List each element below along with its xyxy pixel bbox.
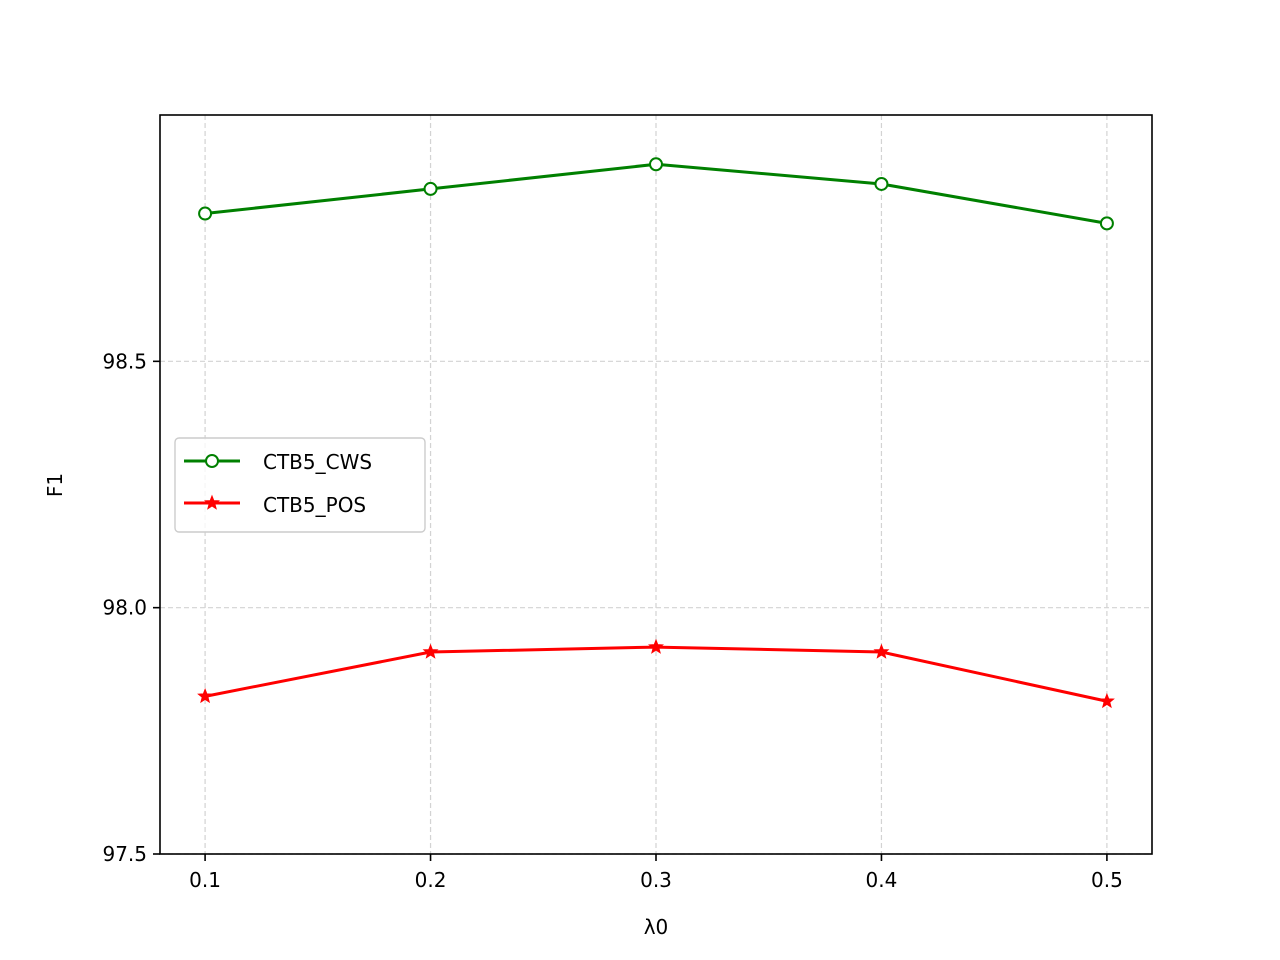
x-axis-label: λ0	[644, 915, 669, 939]
y-axis: 97.5 98.0 98.5	[102, 349, 160, 866]
y-tick-label: 97.5	[102, 842, 147, 866]
data-point	[1099, 216, 1114, 231]
data-point	[874, 176, 889, 191]
data-point	[649, 157, 663, 172]
legend-marker-cws	[205, 454, 219, 468]
legend: CTB5_CWS CTB5_POS	[174, 437, 426, 533]
data-point	[873, 643, 890, 659]
x-tick-label: 0.1	[189, 868, 221, 892]
y-axis-label: F1	[43, 473, 67, 497]
x-tick-label: 0.4	[866, 868, 898, 892]
x-tick-label: 0.5	[1091, 868, 1123, 892]
legend-label-pos: CTB5_POS	[263, 493, 366, 517]
data-point	[197, 687, 214, 704]
data-point	[422, 643, 439, 659]
y-tick-label: 98.5	[102, 349, 147, 373]
x-tick-label: 0.2	[415, 868, 447, 892]
y-tick-label: 98.0	[102, 596, 147, 620]
x-tick-label: 0.3	[640, 868, 672, 892]
data-point	[648, 638, 664, 654]
legend-label-cws: CTB5_CWS	[263, 450, 372, 474]
series-layer	[197, 157, 1115, 709]
x-axis: 0.1 0.2 0.3 0.4 0.5	[189, 854, 1123, 892]
data-point	[198, 206, 213, 221]
data-point	[1098, 692, 1115, 709]
data-point	[423, 181, 438, 196]
legend-marker-pos	[204, 494, 220, 510]
